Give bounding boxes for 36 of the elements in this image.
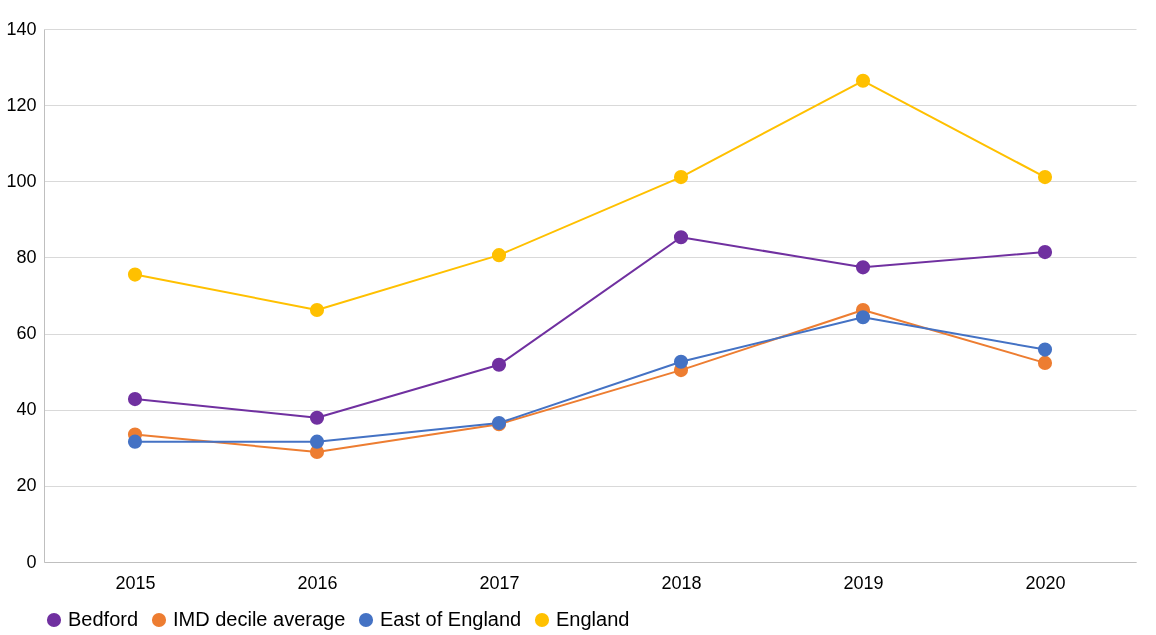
point bbox=[673, 230, 689, 245]
x-tick-label: 2016 bbox=[297, 572, 338, 593]
point bbox=[127, 434, 143, 449]
point bbox=[127, 267, 143, 282]
legend-label: England bbox=[556, 608, 630, 630]
point bbox=[1037, 342, 1053, 357]
point bbox=[1037, 170, 1053, 185]
point bbox=[673, 170, 689, 185]
x-tick-label: 2018 bbox=[661, 572, 702, 593]
point bbox=[855, 73, 871, 88]
legend-label: East of England bbox=[380, 608, 522, 630]
x-tick-label: 2015 bbox=[115, 572, 156, 593]
point bbox=[855, 310, 871, 325]
x-tick-label: 2019 bbox=[843, 572, 884, 593]
y-tick-label: 100 bbox=[6, 170, 37, 191]
y-tick-label: 140 bbox=[6, 18, 37, 39]
legend-label: Bedford bbox=[68, 608, 139, 630]
point bbox=[309, 434, 325, 449]
y-tick-label: 40 bbox=[16, 399, 37, 420]
y-tick-label: 60 bbox=[16, 323, 37, 344]
point bbox=[491, 357, 507, 372]
y-tick-label: 120 bbox=[6, 94, 37, 115]
point bbox=[855, 260, 871, 275]
y-tick-label: 80 bbox=[16, 246, 37, 267]
x-tick-label: 2020 bbox=[1025, 572, 1066, 593]
point bbox=[491, 248, 507, 263]
x-tick-label: 2017 bbox=[479, 572, 520, 593]
y-tick-label: 20 bbox=[16, 475, 37, 496]
point bbox=[673, 354, 689, 369]
point bbox=[127, 392, 143, 407]
point bbox=[1037, 245, 1053, 260]
legend-label: IMD decile average bbox=[173, 608, 346, 630]
point bbox=[1037, 355, 1053, 370]
point bbox=[309, 302, 325, 318]
point bbox=[309, 410, 325, 425]
y-tick-label: 0 bbox=[26, 551, 37, 572]
